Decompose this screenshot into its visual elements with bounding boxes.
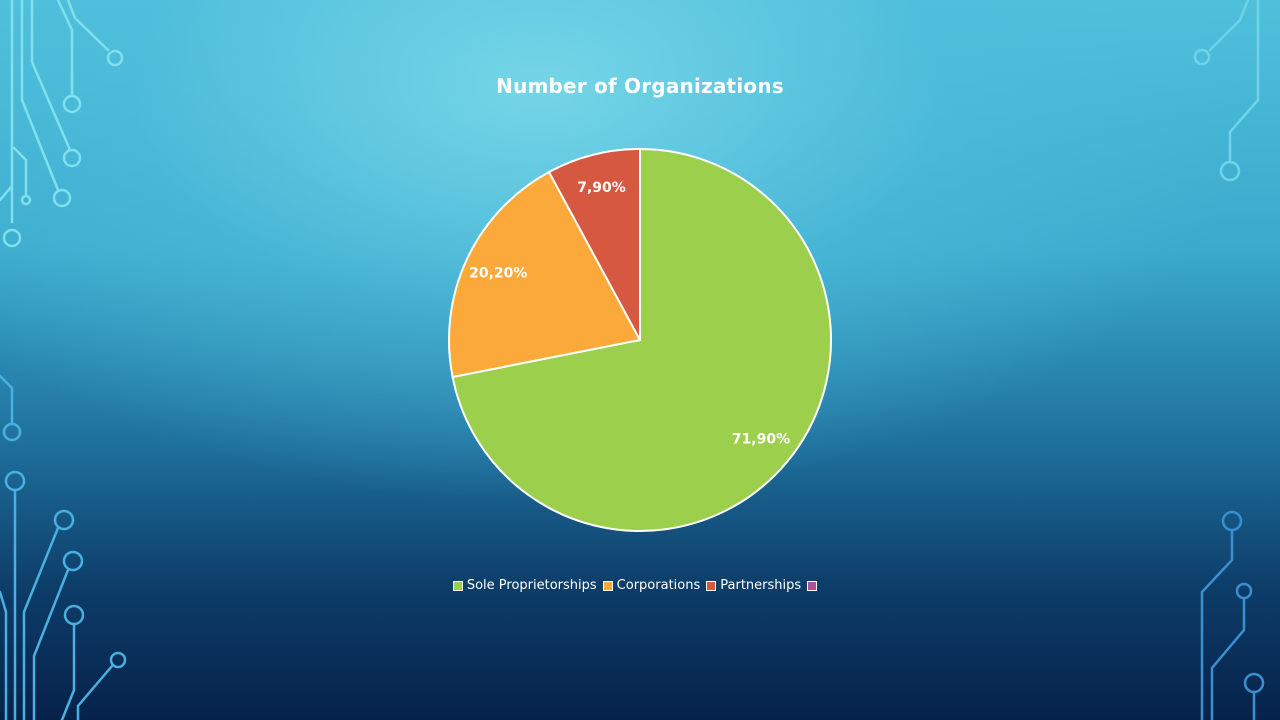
legend-swatch-3	[706, 580, 717, 591]
chart-title: Number of Organizations	[496, 74, 784, 98]
pie-slice-1	[451, 147, 832, 532]
legend-label-3: Partnerships	[720, 578, 802, 593]
legend-item-3: Partnerships	[706, 578, 801, 593]
pie-slice-3	[547, 147, 641, 341]
legend-item-1: Sole Proprietorships	[452, 578, 597, 593]
data-label-1: 71,90%	[732, 431, 790, 447]
data-label-2: 20,20%	[469, 265, 527, 281]
chart-legend: Sole Proprietorships Corporations Partners…	[0, 578, 1280, 593]
legend-item-2: Corporations	[602, 578, 701, 593]
legend-swatch-4	[807, 580, 818, 591]
legend-swatch-2	[602, 580, 613, 591]
data-label-3: 7,90%	[577, 180, 626, 196]
legend-item-4	[807, 580, 821, 591]
legend-label-1: Sole Proprietorships	[466, 578, 597, 593]
legend-label-2: Corporations	[616, 578, 701, 593]
pie-slice-2	[448, 170, 642, 379]
legend-swatch-1	[452, 580, 463, 591]
